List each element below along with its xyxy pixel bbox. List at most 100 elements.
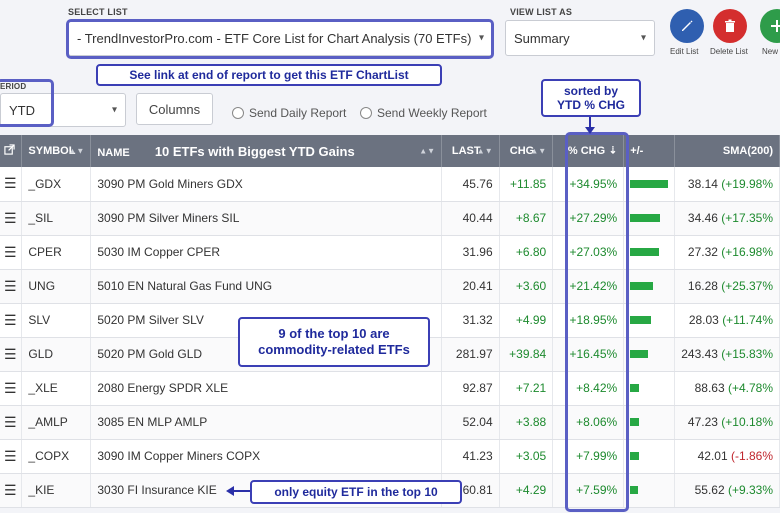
last-cell: 52.04 bbox=[441, 405, 500, 440]
symbol-cell[interactable]: _COPX bbox=[21, 439, 92, 474]
last-cell: 20.41 bbox=[441, 269, 500, 304]
sma-cell: 16.28 (+25.37% bbox=[674, 269, 780, 304]
sort-icon: ▲▼ bbox=[530, 146, 547, 156]
chg-column-header[interactable]: CHG ▲▼ bbox=[499, 135, 554, 167]
chg-cell: +7.21 bbox=[499, 371, 554, 406]
send-weekly-label: Send Weekly Report bbox=[377, 106, 487, 120]
edit-list-button[interactable] bbox=[670, 9, 704, 43]
period-dropdown[interactable]: YTD ▾ bbox=[0, 93, 126, 127]
new-list-button[interactable] bbox=[760, 9, 780, 43]
pct-chg-cell: +7.59% bbox=[552, 473, 625, 508]
new-list-label: New bbox=[762, 47, 779, 56]
sma-change: (+16.98% bbox=[721, 245, 773, 259]
delete-list-label: Delete List bbox=[710, 47, 748, 56]
commodity-note-line2: commodity-related ETFs bbox=[258, 342, 410, 357]
symbol-column-header[interactable]: SYMBOL ▲▼ bbox=[21, 135, 92, 167]
symbol-cell[interactable]: _XLE bbox=[21, 371, 92, 406]
sma-column-header[interactable]: SMA(200) bbox=[674, 135, 780, 167]
name-cell: 3085 EN MLP AMLP bbox=[90, 405, 443, 440]
change-bar bbox=[630, 316, 652, 324]
sma-value: 16.28 bbox=[687, 279, 718, 293]
row-menu-icon[interactable]: ☰ bbox=[0, 167, 23, 202]
last-cell: 40.44 bbox=[441, 201, 500, 236]
sma-cell: 55.62 (+9.33% bbox=[674, 473, 780, 508]
last-cell: 92.87 bbox=[441, 371, 500, 406]
change-bar bbox=[630, 350, 649, 358]
last-header-label: LAST bbox=[451, 145, 481, 157]
name-column-header[interactable]: NAME 10 ETFs with Biggest YTD Gains ▲▼ bbox=[90, 135, 443, 167]
name-header-label: NAME bbox=[97, 146, 130, 159]
table-row[interactable]: ☰ _XLE 2080 Energy SPDR XLE 92.87 +7.21 … bbox=[0, 371, 780, 406]
sorted-note-line2: YTD % CHG bbox=[556, 98, 625, 112]
sma-value: 88.63 bbox=[694, 381, 725, 395]
pct-chg-cell: +8.42% bbox=[552, 371, 625, 406]
sort-icon: ▲▼ bbox=[419, 146, 436, 156]
row-menu-icon[interactable]: ☰ bbox=[0, 439, 23, 474]
table-row[interactable]: ☰ _COPX 3090 IM Copper Miners COPX 41.23… bbox=[0, 439, 780, 474]
change-bar bbox=[630, 179, 669, 188]
sma-value: 243.43 bbox=[681, 347, 718, 361]
chg-cell: +3.05 bbox=[499, 439, 554, 474]
delete-list-button[interactable] bbox=[713, 9, 747, 43]
plus-minus-column-header[interactable]: +/- bbox=[623, 135, 676, 167]
send-weekly-report-radio[interactable]: Send Weekly Report bbox=[360, 106, 487, 120]
sma-change: (+11.74% bbox=[722, 313, 773, 327]
table-row[interactable]: ☰ UNG 5010 EN Natural Gas Fund UNG 20.41… bbox=[0, 269, 780, 304]
symbol-cell[interactable]: GLD bbox=[21, 337, 92, 372]
name-cell: 3090 PM Silver Miners SIL bbox=[90, 201, 443, 236]
name-cell: 3090 IM Copper Miners COPX bbox=[90, 439, 443, 474]
pct-chg-cell: +7.99% bbox=[552, 439, 625, 474]
view-list-dropdown[interactable]: Summary ▾ bbox=[505, 20, 655, 56]
radio-circle bbox=[232, 107, 244, 119]
send-daily-report-radio[interactable]: Send Daily Report bbox=[232, 106, 346, 120]
chg-cell: +4.99 bbox=[499, 303, 554, 338]
plus-icon bbox=[771, 20, 780, 32]
symbol-cell[interactable]: _AMLP bbox=[21, 405, 92, 440]
pct-chg-cell: +8.06% bbox=[552, 405, 625, 440]
name-cell: 5030 IM Copper CPER bbox=[90, 235, 443, 270]
bar-cell bbox=[623, 269, 676, 304]
symbol-cell[interactable]: _GDX bbox=[21, 167, 92, 202]
open-column-header[interactable] bbox=[0, 135, 23, 167]
row-menu-icon[interactable]: ☰ bbox=[0, 371, 23, 406]
sma-header-label: SMA(200) bbox=[722, 145, 773, 157]
table-row[interactable]: ☰ _AMLP 3085 EN MLP AMLP 52.04 +3.88 +8.… bbox=[0, 405, 780, 440]
symbol-cell[interactable]: _SIL bbox=[21, 201, 92, 236]
sma-change: (+4.78% bbox=[727, 381, 773, 395]
pct-chg-cell: +16.45% bbox=[552, 337, 625, 372]
row-menu-icon[interactable]: ☰ bbox=[0, 405, 23, 440]
table-row[interactable]: ☰ _SIL 3090 PM Silver Miners SIL 40.44 +… bbox=[0, 201, 780, 236]
chg-header-label: CHG bbox=[509, 145, 535, 157]
row-menu-icon[interactable]: ☰ bbox=[0, 269, 23, 304]
row-menu-icon[interactable]: ☰ bbox=[0, 201, 23, 236]
row-menu-icon[interactable]: ☰ bbox=[0, 235, 23, 270]
symbol-cell[interactable]: CPER bbox=[21, 235, 92, 270]
view-list-label: VIEW LIST AS bbox=[510, 7, 573, 17]
row-menu-icon[interactable]: ☰ bbox=[0, 473, 23, 508]
view-list-value: Summary bbox=[514, 30, 570, 46]
bar-cell bbox=[623, 337, 676, 372]
trash-icon bbox=[725, 19, 735, 32]
select-list-dropdown[interactable]: - TrendInvestorPro.com - ETF Core List f… bbox=[68, 20, 493, 56]
chg-cell: +6.80 bbox=[499, 235, 554, 270]
sma-cell: 28.03 (+11.74% bbox=[674, 303, 780, 338]
pct-chg-header-label: % CHG bbox=[567, 145, 606, 157]
columns-button[interactable]: Columns bbox=[136, 93, 213, 125]
table-row[interactable]: ☰ CPER 5030 IM Copper CPER 31.96 +6.80 +… bbox=[0, 235, 780, 270]
change-bar bbox=[630, 384, 640, 392]
sorted-by-note: sorted by YTD % CHG bbox=[541, 79, 641, 117]
table-row[interactable]: ☰ _GDX 3090 PM Gold Miners GDX 45.76 +11… bbox=[0, 167, 780, 202]
symbol-cell[interactable]: _KIE bbox=[21, 473, 92, 508]
chevron-down-icon: ▾ bbox=[478, 32, 484, 44]
last-column-header[interactable]: LAST ▲▼ bbox=[441, 135, 500, 167]
change-bar bbox=[630, 486, 639, 494]
pct-chg-cell: +27.29% bbox=[552, 201, 625, 236]
symbol-cell[interactable]: UNG bbox=[21, 269, 92, 304]
sma-value: 55.62 bbox=[694, 483, 725, 497]
pct-chg-column-header[interactable]: % CHG ⇣ bbox=[552, 135, 625, 167]
row-menu-icon[interactable]: ☰ bbox=[0, 337, 23, 372]
symbol-cell[interactable]: SLV bbox=[21, 303, 92, 338]
send-daily-label: Send Daily Report bbox=[249, 106, 347, 120]
row-menu-icon[interactable]: ☰ bbox=[0, 303, 23, 338]
last-cell: 31.32 bbox=[441, 303, 500, 338]
